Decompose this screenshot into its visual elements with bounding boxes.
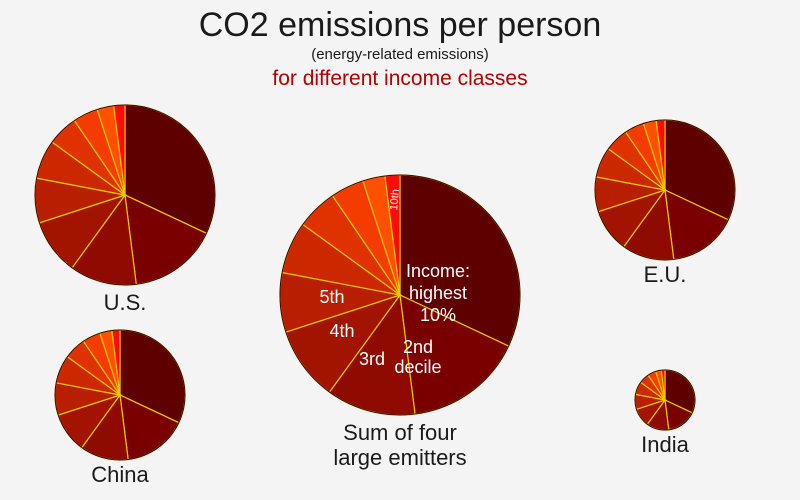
title-main: CO2 emissions per person	[0, 8, 800, 44]
pie-sum: 10th Income:highest10% 2nddecile 3rd4th 5th	[278, 173, 522, 417]
pie-china	[53, 328, 187, 462]
title-block: CO2 emissions per person (energy-related…	[0, 8, 800, 91]
pie-label-sum: Sum of fourlarge emitters	[290, 420, 510, 471]
pie-label-eu: E.U.	[600, 262, 730, 287]
pie-wrap-china	[53, 328, 187, 462]
title-sub: (energy-related emissions)	[0, 46, 800, 63]
pie-label-china: China	[55, 462, 185, 487]
center-annot: 10%	[420, 305, 456, 325]
pie-india	[633, 368, 697, 432]
center-annot: highest	[409, 283, 467, 303]
pie-label-india: India	[600, 432, 730, 457]
pie-wrap-sum: 10th Income:highest10% 2nddecile 3rd4th 5th	[278, 173, 522, 417]
center-annot: 3rd	[359, 349, 385, 369]
center-annot: 2nd	[403, 337, 433, 357]
center-annot: 4th	[329, 321, 354, 341]
pie-label-us: U.S.	[60, 290, 190, 315]
center-annot: 10th	[388, 189, 402, 211]
pie-us	[33, 103, 217, 287]
title-income: for different income classes	[0, 67, 800, 91]
pie-wrap-eu	[593, 118, 737, 262]
pie-wrap-us	[33, 103, 217, 287]
center-annot: decile	[394, 357, 441, 377]
center-annot: 5th	[319, 287, 344, 307]
pie-wrap-india	[633, 368, 697, 432]
pie-eu	[593, 118, 737, 262]
center-annot: Income:	[406, 261, 470, 281]
